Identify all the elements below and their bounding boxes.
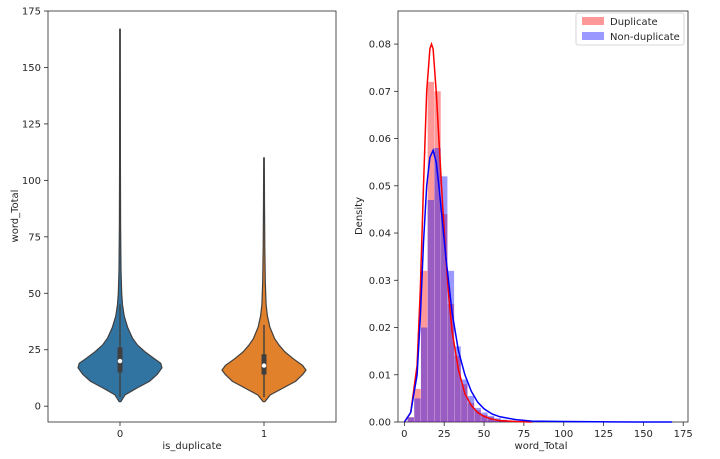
density-y-tick-label: 0.00 — [369, 418, 391, 429]
histogram-bar — [454, 355, 461, 422]
density-plot: 0.00 0.01 0.02 0.03 0.04 0.05 0.06 0.07 0.08 0 25… — [354, 10, 693, 452]
density-y-tick-label: 0.03 — [369, 276, 391, 287]
histogram-bar — [427, 199, 435, 422]
density-histogram — [407, 81, 528, 423]
histogram-bar — [461, 384, 468, 422]
density-y-tick-label: 0.08 — [369, 40, 391, 51]
histogram-bar — [407, 417, 414, 422]
histogram-bar — [434, 148, 441, 422]
density-y-axis: 0.00 0.01 0.02 0.03 0.04 0.05 0.06 0.07 0.08 — [369, 40, 398, 429]
histogram-bar — [414, 398, 421, 422]
histogram-bar — [461, 379, 468, 422]
histogram-bar — [441, 176, 448, 422]
density-y-tick-label: 0.05 — [369, 181, 391, 192]
histogram-bar — [447, 303, 455, 422]
histogram-bar — [441, 214, 448, 422]
density-x-tick-label: 100 — [554, 429, 573, 440]
histogram-bar — [481, 412, 488, 422]
legend-label-duplicate: Duplicate — [610, 17, 658, 28]
violin-axes-frame — [47, 10, 337, 423]
histogram-bar — [481, 414, 488, 422]
histogram-bar — [420, 327, 428, 422]
violin-y-tick-label: 100 — [22, 176, 41, 187]
violin-y-tick-label: 125 — [22, 119, 41, 130]
histogram-bar — [467, 396, 475, 422]
density-x-label: word_Total — [515, 441, 568, 452]
histogram-bar — [420, 270, 428, 422]
violin-body — [77, 28, 163, 403]
density-y-tick-label: 0.07 — [369, 87, 391, 98]
violin-median-dot — [261, 363, 267, 368]
kde-line — [403, 41, 532, 423]
density-y-tick-label: 0.04 — [369, 229, 391, 240]
violin-y-label: word_Total — [10, 190, 21, 243]
violin-y-tick-label: 50 — [28, 289, 41, 300]
density-x-tick-label: 175 — [674, 429, 693, 440]
density-y-tick-label: 0.06 — [369, 134, 391, 145]
density-axes-frame — [397, 10, 689, 423]
density-x-tick-label: 150 — [634, 429, 653, 440]
histogram-bar — [447, 270, 455, 422]
legend-swatch-duplicate — [582, 17, 604, 25]
histogram-bar — [414, 388, 421, 422]
legend: Duplicate Non-duplicate — [575, 12, 685, 46]
histogram-bar — [454, 346, 461, 422]
violin-body — [221, 157, 307, 403]
density-x-tick-label: 75 — [518, 429, 531, 440]
violin-x-tick-label: 0 — [117, 429, 123, 440]
histogram-bar — [474, 407, 481, 422]
density-x-tick-label: 0 — [401, 429, 407, 440]
histogram-bar — [474, 410, 481, 422]
density-x-tick-label: 25 — [438, 429, 451, 440]
histogram-bar — [467, 403, 475, 422]
density-x-tick-label: 50 — [478, 429, 491, 440]
violin-y-tick-label: 150 — [22, 63, 41, 74]
density-y-tick-label: 0.02 — [369, 323, 391, 334]
violin-bodies — [77, 28, 307, 403]
violin-y-tick-label: 25 — [28, 345, 41, 356]
violin-y-tick-label: 75 — [28, 232, 41, 243]
histogram-bar — [434, 91, 441, 422]
legend-label-non-duplicate: Non-duplicate — [610, 32, 680, 43]
violin-median-dot — [117, 358, 123, 364]
violin-y-tick-label: 0 — [35, 402, 41, 413]
legend-swatch-non-duplicate — [582, 32, 604, 40]
histogram-bar — [407, 417, 414, 422]
density-x-axis: 0 25 50 75 100 125 150 175 — [401, 422, 693, 440]
kde-line — [403, 148, 673, 423]
legend-box — [575, 12, 685, 46]
density-y-label: Density — [354, 197, 365, 235]
violin-x-label: is_duplicate — [162, 441, 221, 452]
violin-y-tick-label: 175 — [22, 7, 41, 18]
violin-x-tick-label: 1 — [261, 429, 267, 440]
density-y-tick-label: 0.01 — [369, 370, 391, 381]
density-kde-curves — [403, 41, 673, 423]
violin-y-axis: 0 25 50 75 100 125 150 175 — [22, 7, 48, 413]
density-x-tick-label: 125 — [594, 429, 613, 440]
histogram-bar — [427, 81, 435, 423]
